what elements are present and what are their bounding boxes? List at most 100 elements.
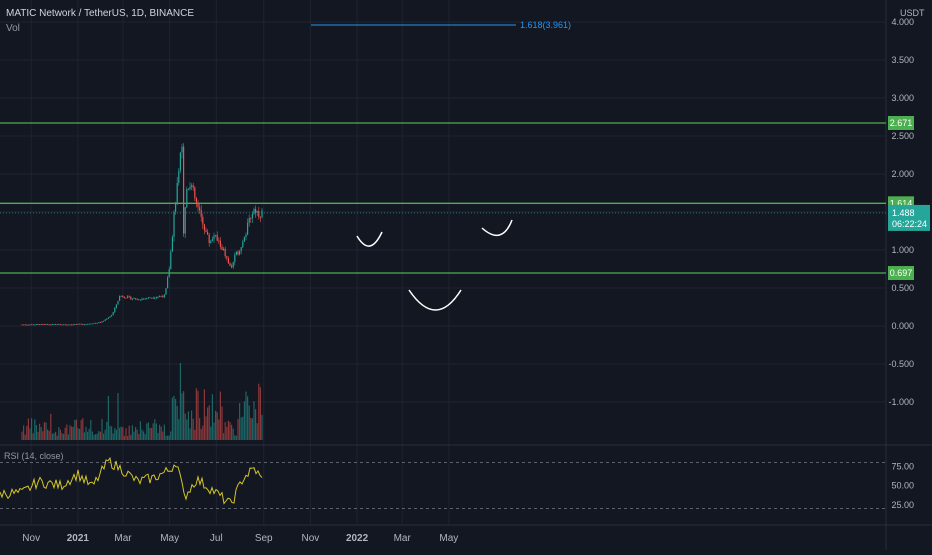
candle-body[interactable] [147,297,149,299]
candle-body[interactable] [167,277,169,289]
candle-body[interactable] [64,324,66,326]
candle-body[interactable] [43,324,45,326]
candle-body[interactable] [251,214,253,219]
candle-body[interactable] [226,256,228,258]
candle-body[interactable] [234,254,236,263]
candle-body[interactable] [223,248,225,250]
candle-body[interactable] [79,323,81,325]
candle-body[interactable] [176,182,178,204]
candle-body[interactable] [258,210,260,217]
candle-body[interactable] [35,324,37,325]
candle-body[interactable] [194,187,196,199]
candle-body[interactable] [136,299,138,301]
candle-body[interactable] [119,296,121,301]
candle-body[interactable] [40,324,42,325]
candle-body[interactable] [47,324,49,325]
candle-body[interactable] [77,323,79,325]
candle-body[interactable] [141,298,143,300]
candle-body[interactable] [31,324,33,326]
candle-body[interactable] [42,324,44,325]
candle-body[interactable] [82,323,84,325]
candle-body[interactable] [154,297,156,299]
candle-body[interactable] [203,224,205,231]
candle-body[interactable] [256,210,258,213]
candle-body[interactable] [111,315,113,317]
candle-body[interactable] [95,322,97,324]
candle-body[interactable] [243,236,245,242]
candle-body[interactable] [199,207,201,211]
candle-body[interactable] [224,248,226,257]
candle-body[interactable] [232,262,234,268]
candle-body[interactable] [120,295,122,297]
candle-body[interactable] [72,324,74,326]
candle-body[interactable] [213,235,215,240]
rsi-label[interactable]: RSI (14, close) [4,451,64,461]
candle-body[interactable] [168,269,170,278]
candle-body[interactable] [39,324,41,326]
candle-body[interactable] [83,324,85,326]
symbol-title[interactable]: MATIC Network / TetherUS, 1D, BINANCE [6,8,195,19]
candle-body[interactable] [242,241,244,248]
candle-body[interactable] [66,324,68,326]
candle-body[interactable] [171,236,173,252]
candle-body[interactable] [29,324,31,326]
candle-body[interactable] [187,189,189,190]
candle-body[interactable] [107,317,109,319]
candle-body[interactable] [34,324,36,326]
candle-body[interactable] [27,324,29,326]
candle-body[interactable] [245,234,247,237]
candle-body[interactable] [200,210,202,217]
candle-body[interactable] [139,299,141,301]
candle-body[interactable] [93,323,95,324]
candle-body[interactable] [103,320,105,322]
candle-body[interactable] [51,324,53,325]
candle-body[interactable] [186,189,188,208]
drawing-curve[interactable] [408,289,462,311]
candle-body[interactable] [69,324,71,326]
candle-body[interactable] [127,296,129,299]
candle-body[interactable] [104,319,106,321]
candle-body[interactable] [133,298,135,300]
candle-body[interactable] [191,185,193,187]
candle-body[interactable] [122,295,124,297]
candle-body[interactable] [152,297,154,299]
candle-body[interactable] [128,296,130,298]
candle-body[interactable] [181,146,183,153]
candle-body[interactable] [99,322,101,324]
candle-body[interactable] [50,324,52,326]
candle-body[interactable] [255,208,257,213]
candle-body[interactable] [170,251,172,270]
candle-body[interactable] [163,294,165,298]
candle-body[interactable] [175,203,177,212]
candle-body[interactable] [208,234,210,244]
candle-body[interactable] [45,324,47,325]
candle-body[interactable] [131,298,133,300]
candle-body[interactable] [24,324,26,326]
candle-body[interactable] [247,222,249,235]
candle-body[interactable] [229,263,231,266]
candle-body[interactable] [63,324,65,326]
candle-body[interactable] [149,297,151,299]
candle-body[interactable] [101,321,103,323]
volume-label[interactable]: Vol [6,23,20,34]
candle-body[interactable] [219,240,221,247]
candle-body[interactable] [195,198,197,203]
candle-body[interactable] [98,322,100,324]
candle-body[interactable] [210,241,212,244]
candle-body[interactable] [221,246,223,250]
candle-body[interactable] [231,265,233,268]
drawing-curve[interactable] [356,231,383,247]
candle-body[interactable] [240,247,242,252]
candle-body[interactable] [248,217,250,223]
candle-body[interactable] [183,146,185,234]
candle-body[interactable] [90,323,92,325]
candle-body[interactable] [184,207,186,234]
candle-body[interactable] [151,297,153,299]
candle-body[interactable] [91,323,93,325]
candle-body[interactable] [48,324,50,326]
candle-body[interactable] [85,324,87,325]
candle-body[interactable] [146,298,148,300]
candle-body[interactable] [159,296,161,297]
